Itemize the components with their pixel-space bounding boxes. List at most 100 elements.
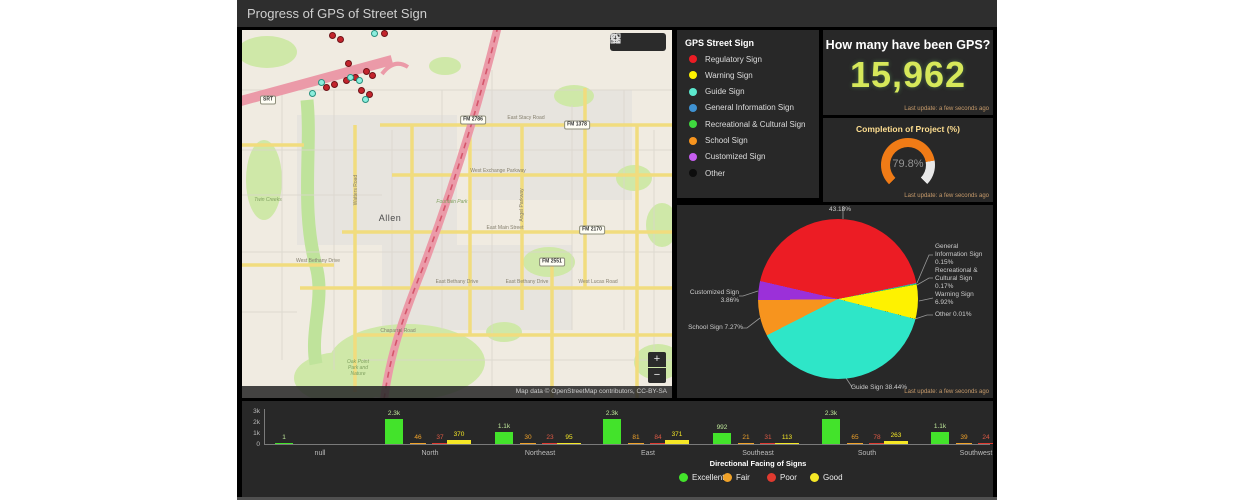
chart-legend-label: Excellent [692,473,725,482]
bar-value-label: 30 [524,434,532,441]
bar-excellent[interactable] [822,419,840,444]
park-label: Fountain Park [436,199,468,205]
bar-excellent[interactable] [931,432,949,444]
legend-item-label: Regulatory Sign [705,54,762,64]
bar-poor[interactable] [760,443,776,444]
road-label: Chaparral Road [380,328,416,334]
horizontal-scrollbar[interactable] [237,497,997,500]
y-axis-tick: 3k [253,408,260,415]
bar-poor[interactable] [542,443,558,444]
bar-value-label: 23 [546,434,554,441]
pie-chart[interactable] [758,219,918,379]
y-axis-tick: 0 [256,441,260,448]
bar-fair[interactable] [520,443,536,444]
map-point-cyan[interactable] [347,74,354,81]
map-point-red[interactable] [337,36,344,43]
bar-value-label: 37 [436,434,444,441]
chart-legend-item: Excellent [679,473,724,482]
map-basemap [242,30,672,398]
legend-item: Recreational & Cultural Sign [689,119,806,129]
dashboard: Progress of GPS of Street Sign [237,0,997,500]
bar-good[interactable] [775,443,799,444]
route-shield: FM 2170 [579,225,605,235]
bar-value-label: 95 [565,434,573,441]
bar-good[interactable] [447,440,471,444]
map-point-red[interactable] [329,32,336,39]
bar-value-label: 24 [982,434,990,441]
map-point-red[interactable] [331,81,338,88]
bar-fair[interactable] [847,443,863,444]
legend-item-label: General Information Sign [705,103,794,113]
bar-value-label: 39 [960,434,968,441]
chart-legend-swatch-icon [679,473,688,482]
city-label: Allen [378,213,402,223]
bar-excellent[interactable] [713,433,731,444]
bar-excellent[interactable] [603,419,621,444]
bar-fair[interactable] [410,443,426,444]
gauge-panel: Completion of Project (%) 79.8% Last upd… [823,118,993,202]
bar-fair[interactable] [738,443,754,444]
bar-good[interactable] [884,441,908,444]
chart-legend-label: Good [823,473,843,482]
road-label: West Exchange Parkway [470,168,526,174]
x-axis-line [264,444,990,445]
bar-excellent[interactable] [495,432,513,444]
legend-swatch-icon [689,169,697,178]
map-point-cyan[interactable] [309,90,316,97]
pie-slice-label: Recreational & Cultural Sign 0.17% [935,267,978,290]
bar-good[interactable] [557,443,581,444]
legend-panel: GPS Street Sign Regulatory Sign Warning S… [677,30,819,198]
bar-excellent[interactable] [385,419,403,444]
bar-poor[interactable] [869,443,885,444]
gauge-title: Completion of Project (%) [856,124,960,134]
legend-item: Guide Sign [689,87,745,97]
bar-excellent[interactable] [275,443,293,444]
map-point-cyan[interactable] [362,96,369,103]
road-label: East Bethany Drive [435,279,479,285]
map-point-cyan[interactable] [356,77,363,84]
map-panel[interactable]: East Stacy Road West Exchange Parkway East… [242,30,672,398]
legend-item-label: Guide Sign [705,87,745,97]
map-point-red[interactable] [323,84,330,91]
chart-legend-item: Fair [723,473,750,482]
map-point-red[interactable] [381,30,388,37]
pie-slice-label: General Information Sign 0.15% [935,243,983,266]
bar-poor[interactable] [650,443,666,444]
legend-swatch-icon [689,71,697,80]
bar-value-label: 113 [781,434,793,441]
indicator-last-update: Last update: a few seconds ago [904,106,989,112]
route-shield: FM 2551 [539,257,565,267]
legend-item-label: Other [705,168,726,178]
bar-value-label: 1 [282,434,286,441]
category-label: Southeast [742,450,774,457]
map-point-cyan[interactable] [318,79,325,86]
map-point-red[interactable] [366,91,373,98]
zoom-in-button[interactable]: + [648,352,666,367]
category-label: null [314,450,326,457]
road-label: West Bethany Drive [295,258,341,264]
chart-legend-swatch-icon [767,473,776,482]
legend-item: School Sign [689,136,748,146]
bar-good[interactable] [665,440,689,444]
map-point-red[interactable] [358,87,365,94]
bar-chart-axis-title: Directional Facing of Signs [709,459,807,468]
chart-legend-swatch-icon [810,473,819,482]
bar-poor[interactable] [978,443,993,444]
category-label: South [857,450,877,457]
bar-poor[interactable] [432,443,448,444]
map-toolbar [610,33,666,51]
bar-fair[interactable] [956,443,972,444]
zoom-out-button[interactable]: − [648,368,666,383]
bar-value-label: 81 [632,434,640,441]
map-point-red[interactable] [369,72,376,79]
bar-fair[interactable] [628,443,644,444]
map-point-red[interactable] [345,60,352,67]
map-point-red[interactable] [363,68,370,75]
park-label: Oak Point Park and Nature [347,359,369,377]
map-point-cyan[interactable] [371,30,378,37]
indicator-panel: How many have been GPS? 15,962 Last upda… [823,30,993,115]
road-label: Angel Parkway [519,188,525,222]
legend-item: Warning Sign [689,70,753,80]
legend-swatch-icon [689,103,697,112]
legend-item-label: Customized Sign [705,152,766,162]
